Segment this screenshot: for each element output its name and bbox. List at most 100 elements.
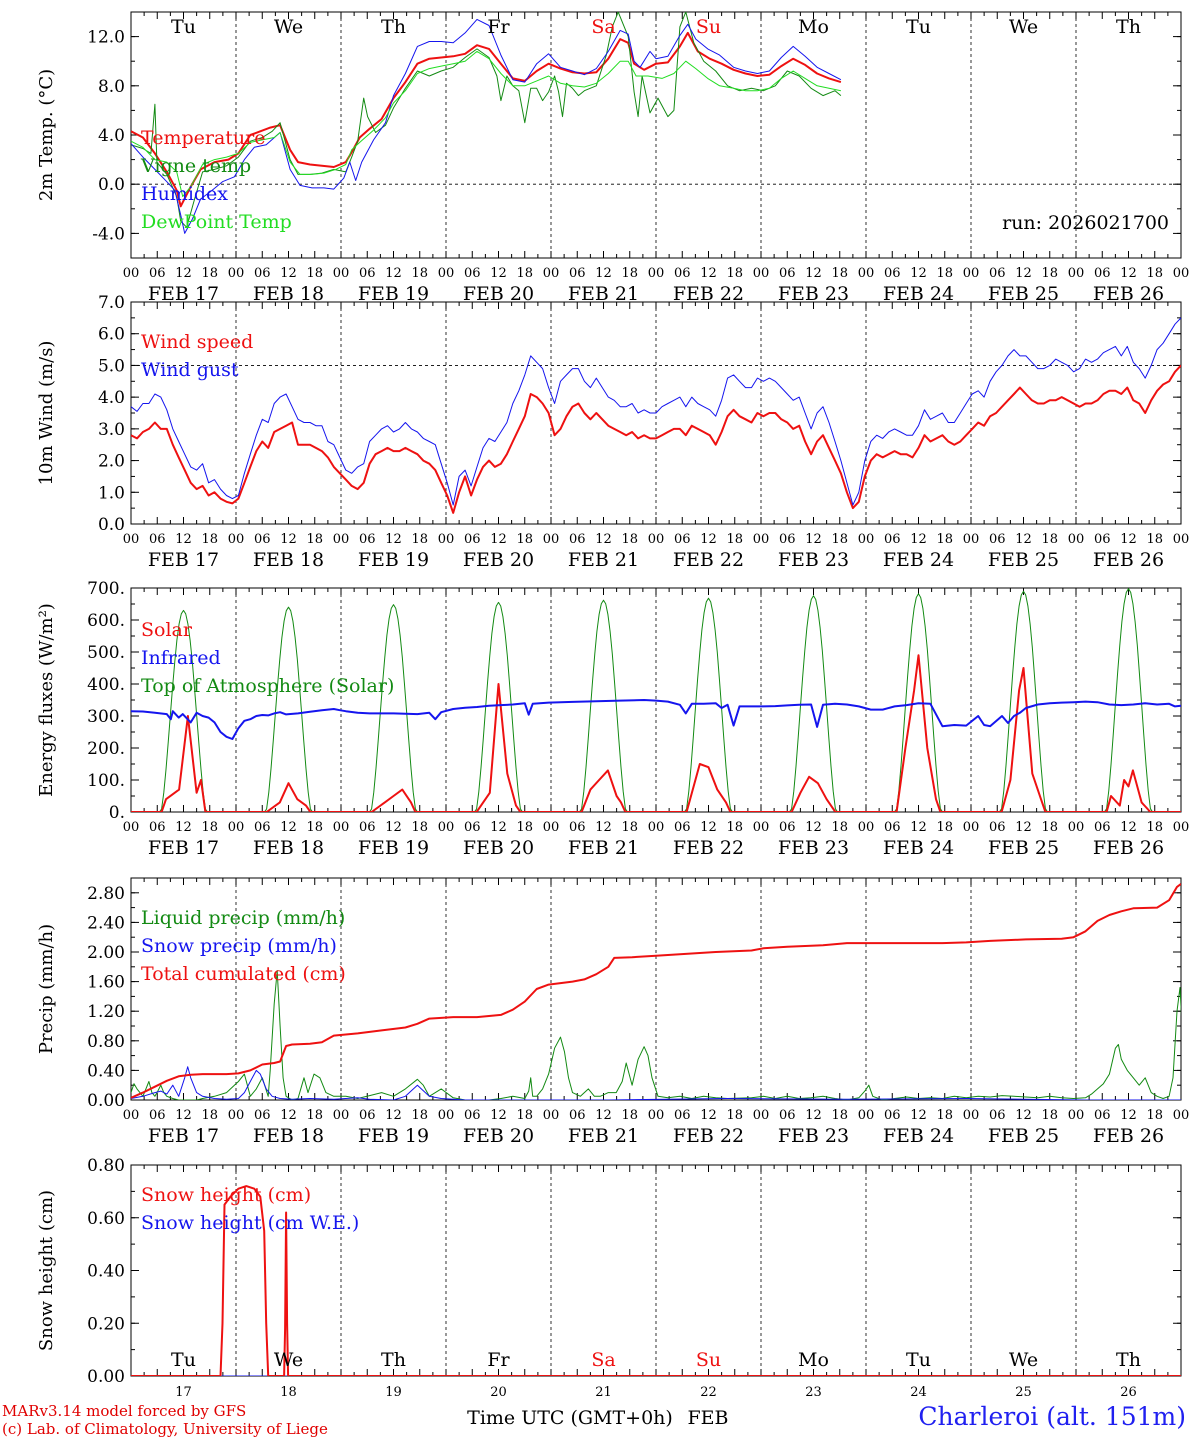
hour-tick-label: 18 bbox=[621, 532, 638, 547]
day-label: FEB 17 bbox=[148, 549, 219, 571]
weekday-label: Mo bbox=[798, 1349, 829, 1371]
hour-tick-label: 00 bbox=[753, 1108, 770, 1123]
hour-tick-label: 00 bbox=[333, 266, 350, 281]
day-label: FEB 17 bbox=[148, 837, 219, 859]
hour-tick-label: 12 bbox=[490, 532, 507, 547]
hour-tick-label: 12 bbox=[385, 532, 402, 547]
hour-tick-label: 00 bbox=[333, 532, 350, 547]
day-label: FEB 22 bbox=[673, 549, 744, 571]
day-label: FEB 21 bbox=[568, 1125, 639, 1147]
hour-tick-label: 12 bbox=[1120, 1108, 1137, 1123]
hour-tick-label: 12 bbox=[805, 266, 822, 281]
day-label: FEB 23 bbox=[778, 549, 849, 571]
hour-tick-label: 06 bbox=[569, 266, 586, 281]
day-label: FEB 19 bbox=[358, 837, 429, 859]
hour-tick-label: 06 bbox=[149, 532, 166, 547]
legend-entry: Total cumulated (cm) bbox=[141, 963, 346, 985]
day-label: FEB 20 bbox=[463, 1125, 534, 1147]
hour-tick-label: 00 bbox=[123, 266, 140, 281]
day-label: FEB 22 bbox=[673, 837, 744, 859]
y-tick-label: 0.40 bbox=[87, 1061, 125, 1081]
hour-tick-label: 06 bbox=[254, 820, 271, 835]
hour-tick-label: 00 bbox=[963, 532, 980, 547]
y-tick-label: 400. bbox=[87, 675, 125, 695]
hour-tick-label: 06 bbox=[254, 266, 271, 281]
y-tick-label: 0.80 bbox=[87, 1032, 125, 1052]
day-label: FEB 20 bbox=[463, 283, 534, 305]
legend-entry: Wind speed bbox=[141, 331, 253, 353]
legend-entry: Top of Atmosphere (Solar) bbox=[141, 675, 394, 697]
y-tick-label: 2.0 bbox=[98, 452, 125, 472]
hour-tick-label: 12 bbox=[280, 532, 297, 547]
weekday-label: Fr bbox=[487, 16, 510, 38]
y-tick-label: 8.0 bbox=[98, 77, 125, 97]
day-label: FEB 19 bbox=[358, 549, 429, 571]
hour-tick-label: 12 bbox=[490, 1108, 507, 1123]
day-label: FEB 20 bbox=[463, 549, 534, 571]
y-tick-label: 4.0 bbox=[98, 388, 125, 408]
day-label: FEB 18 bbox=[253, 283, 324, 305]
hour-tick-label: 00 bbox=[1173, 266, 1190, 281]
hour-tick-label: 12 bbox=[175, 1108, 192, 1123]
legend-entry: Solar bbox=[141, 619, 193, 641]
series-line-top-of-atmosphere-solar- bbox=[131, 588, 1181, 812]
hour-tick-label: 12 bbox=[280, 1108, 297, 1123]
hour-tick-label: 00 bbox=[753, 532, 770, 547]
hour-tick-label: 06 bbox=[779, 266, 796, 281]
hour-tick-label: 18 bbox=[1146, 1108, 1163, 1123]
hour-tick-label: 18 bbox=[1041, 532, 1058, 547]
legend-entry: Vigne temp bbox=[140, 155, 251, 177]
hour-tick-label: 06 bbox=[989, 820, 1006, 835]
day-label: FEB 24 bbox=[883, 283, 954, 305]
series-line-temperature bbox=[131, 31, 842, 208]
y-tick-label: 7.0 bbox=[98, 293, 125, 313]
day-label: FEB 25 bbox=[988, 1125, 1059, 1147]
y-tick-label: 500. bbox=[87, 643, 125, 663]
weekday-label: Th bbox=[1116, 16, 1141, 38]
day-label: FEB 21 bbox=[568, 283, 639, 305]
day-label: FEB 18 bbox=[253, 549, 324, 571]
day-label: FEB 19 bbox=[358, 283, 429, 305]
y-tick-label: 1.60 bbox=[87, 973, 125, 993]
hour-tick-label: 18 bbox=[411, 532, 428, 547]
hour-tick-label: 00 bbox=[438, 266, 455, 281]
hour-tick-label: 18 bbox=[306, 266, 323, 281]
hour-tick-label: 06 bbox=[569, 532, 586, 547]
day-number-label: 24 bbox=[910, 1385, 927, 1400]
day-label: FEB 25 bbox=[988, 837, 1059, 859]
lab-credit: (c) Lab. of Climatology, University of L… bbox=[2, 1420, 328, 1438]
hour-tick-label: 00 bbox=[123, 532, 140, 547]
hour-tick-label: 00 bbox=[228, 266, 245, 281]
y-tick-label: 3.0 bbox=[98, 420, 125, 440]
hour-tick-label: 12 bbox=[700, 1108, 717, 1123]
hour-tick-label: 18 bbox=[936, 820, 953, 835]
y-tick-label: 6.0 bbox=[98, 325, 125, 345]
series-line-infrared bbox=[131, 699, 1181, 740]
hour-tick-label: 12 bbox=[1015, 532, 1032, 547]
hour-tick-label: 18 bbox=[516, 532, 533, 547]
y-tick-label: 200. bbox=[87, 739, 125, 759]
legend-entry: Liquid precip (mm/h) bbox=[141, 907, 345, 929]
hour-tick-label: 06 bbox=[884, 1108, 901, 1123]
legend-entry: Humidex bbox=[141, 183, 228, 205]
hour-tick-label: 18 bbox=[621, 820, 638, 835]
x-axis-title: Time UTC (GMT+0h) bbox=[467, 1407, 673, 1429]
y-tick-label: 1.0 bbox=[98, 483, 125, 503]
hour-tick-label: 00 bbox=[753, 820, 770, 835]
hour-tick-label: 12 bbox=[1120, 532, 1137, 547]
weekday-label: Su bbox=[696, 16, 721, 38]
hour-tick-label: 12 bbox=[595, 266, 612, 281]
y-tick-label: 100. bbox=[87, 771, 125, 791]
day-number-label: 22 bbox=[700, 1385, 717, 1400]
hour-tick-label: 00 bbox=[858, 532, 875, 547]
hour-tick-label: 18 bbox=[726, 266, 743, 281]
hour-tick-label: 12 bbox=[280, 820, 297, 835]
hour-tick-label: 06 bbox=[674, 532, 691, 547]
hour-tick-label: 00 bbox=[1068, 820, 1085, 835]
hour-tick-label: 00 bbox=[1173, 1108, 1190, 1123]
day-label: FEB 26 bbox=[1093, 837, 1164, 859]
panel-wind: 7.0 6.0 5.0 4.0 3.0 2.0 1.0 0.0 10m Wind (m/s) Wi… bbox=[36, 293, 1189, 571]
day-label: FEB 25 bbox=[988, 549, 1059, 571]
hour-tick-label: 00 bbox=[1068, 266, 1085, 281]
hour-tick-label: 18 bbox=[201, 1108, 218, 1123]
